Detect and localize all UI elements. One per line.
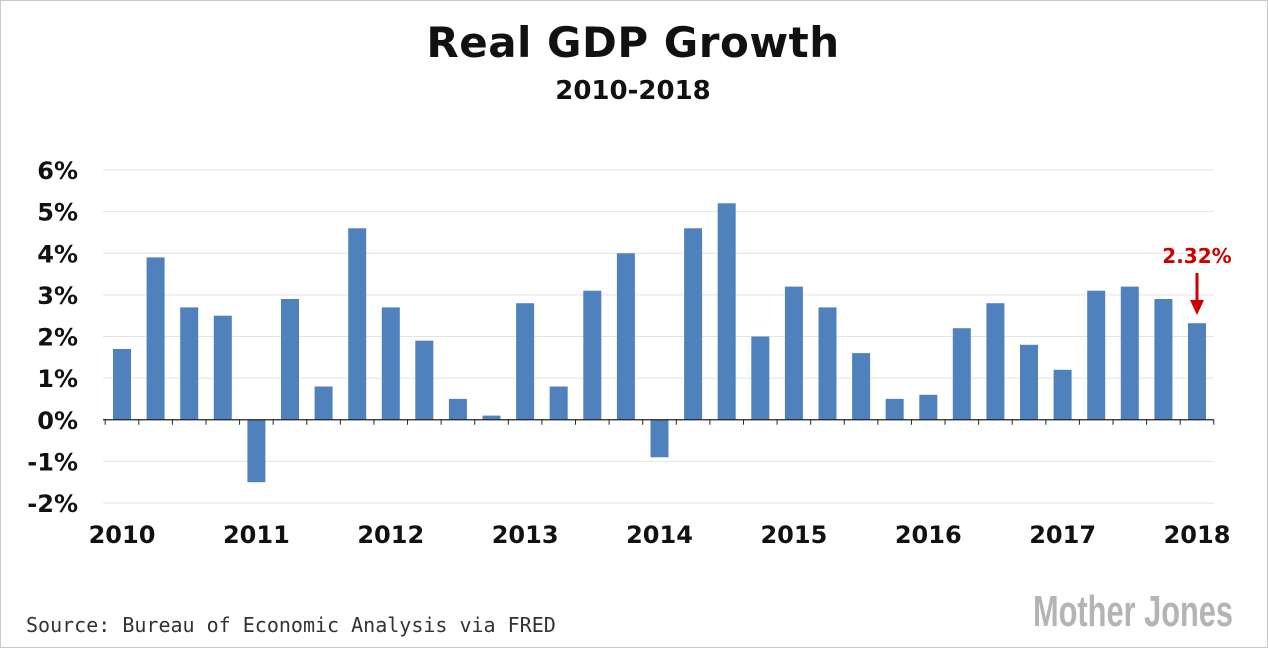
annotation-label: 2.32% — [1162, 244, 1231, 268]
chart-title: Real GDP Growth — [426, 18, 840, 67]
mother-jones-logo: Mother Jones — [1030, 584, 1236, 636]
x-tick-label: 2015 — [760, 521, 827, 549]
bar-2013-q2 — [549, 386, 568, 420]
bar-2015-q4 — [885, 398, 904, 420]
tick-labels: 6% 5% 4% 3% 2% 1% 0% -1% -2% 2010 2011 2012 2013 2014… — [27, 157, 1230, 549]
bar-2017-q2 — [1087, 290, 1106, 420]
x-tick-label: 2012 — [357, 521, 424, 549]
bar-2012-q2 — [415, 340, 434, 420]
bar-2013-q1 — [516, 303, 535, 420]
svg-text:Mother Jones: Mother Jones — [1033, 587, 1233, 636]
bar-2010-q4 — [213, 315, 232, 420]
bar-2013-q3 — [583, 290, 602, 420]
bar-2018-q1 — [1188, 323, 1206, 420]
bar-2011-q1 — [247, 419, 266, 483]
bar-2010-q3 — [180, 307, 199, 420]
bar-2010-q2 — [146, 257, 165, 420]
bar-2012-q3 — [448, 398, 467, 420]
y-tick-label: -1% — [27, 448, 78, 476]
bar-2015-q1 — [784, 286, 803, 420]
y-tick-label: 6% — [37, 157, 78, 185]
chart-subtitle: 2010-2018 — [555, 76, 711, 106]
annotation: 2.32% — [1162, 244, 1232, 315]
x-tick-label: 2011 — [223, 521, 290, 549]
x-tick-label: 2010 — [89, 521, 156, 549]
bar-2011-q4 — [348, 228, 367, 420]
bar-2014-q1 — [650, 419, 669, 458]
y-tick-label: 5% — [37, 199, 78, 227]
bar-2016-q1 — [919, 394, 938, 420]
x-tick-label: 2013 — [492, 521, 559, 549]
bar-chart: 6% 5% 4% 3% 2% 1% 0% -1% -2% 2010 2011 2012 2013 2014… — [27, 157, 1232, 549]
bar-2012-q4 — [482, 415, 501, 420]
bar-2015-q3 — [852, 353, 871, 420]
y-tick-label: 0% — [37, 407, 78, 435]
bar-2014-q2 — [684, 228, 703, 420]
x-tick-label: 2018 — [1164, 521, 1231, 549]
bar-2014-q4 — [751, 336, 770, 420]
bars — [113, 203, 1206, 483]
y-tick-label: 4% — [37, 240, 78, 268]
bar-2013-q4 — [616, 253, 635, 420]
x-tick-label: 2014 — [626, 521, 693, 549]
bar-2011-q3 — [314, 386, 333, 420]
annotation-arrow-head — [1190, 300, 1204, 315]
bar-2011-q2 — [281, 299, 299, 420]
y-tick-label: 2% — [37, 324, 78, 352]
bar-2016-q3 — [986, 303, 1005, 420]
y-tick-label: 1% — [37, 365, 78, 393]
grid-lines — [103, 169, 1214, 504]
bar-2016-q2 — [952, 328, 971, 420]
axes — [103, 419, 1215, 425]
bar-2014-q3 — [717, 203, 736, 420]
bar-2017-q4 — [1154, 299, 1173, 420]
bar-2010-q1 — [113, 349, 131, 420]
bar-2017-q1 — [1053, 369, 1072, 420]
x-tick-label: 2016 — [895, 521, 962, 549]
source-note: Source: Bureau of Economic Analysis via … — [26, 613, 556, 637]
y-tick-label: -2% — [27, 490, 78, 518]
y-tick-label: 3% — [37, 282, 78, 310]
bar-2012-q1 — [381, 307, 400, 420]
bar-2015-q2 — [818, 307, 837, 420]
x-tick-label: 2017 — [1029, 521, 1096, 549]
bar-2016-q4 — [1020, 344, 1038, 420]
bar-2017-q3 — [1120, 286, 1139, 420]
